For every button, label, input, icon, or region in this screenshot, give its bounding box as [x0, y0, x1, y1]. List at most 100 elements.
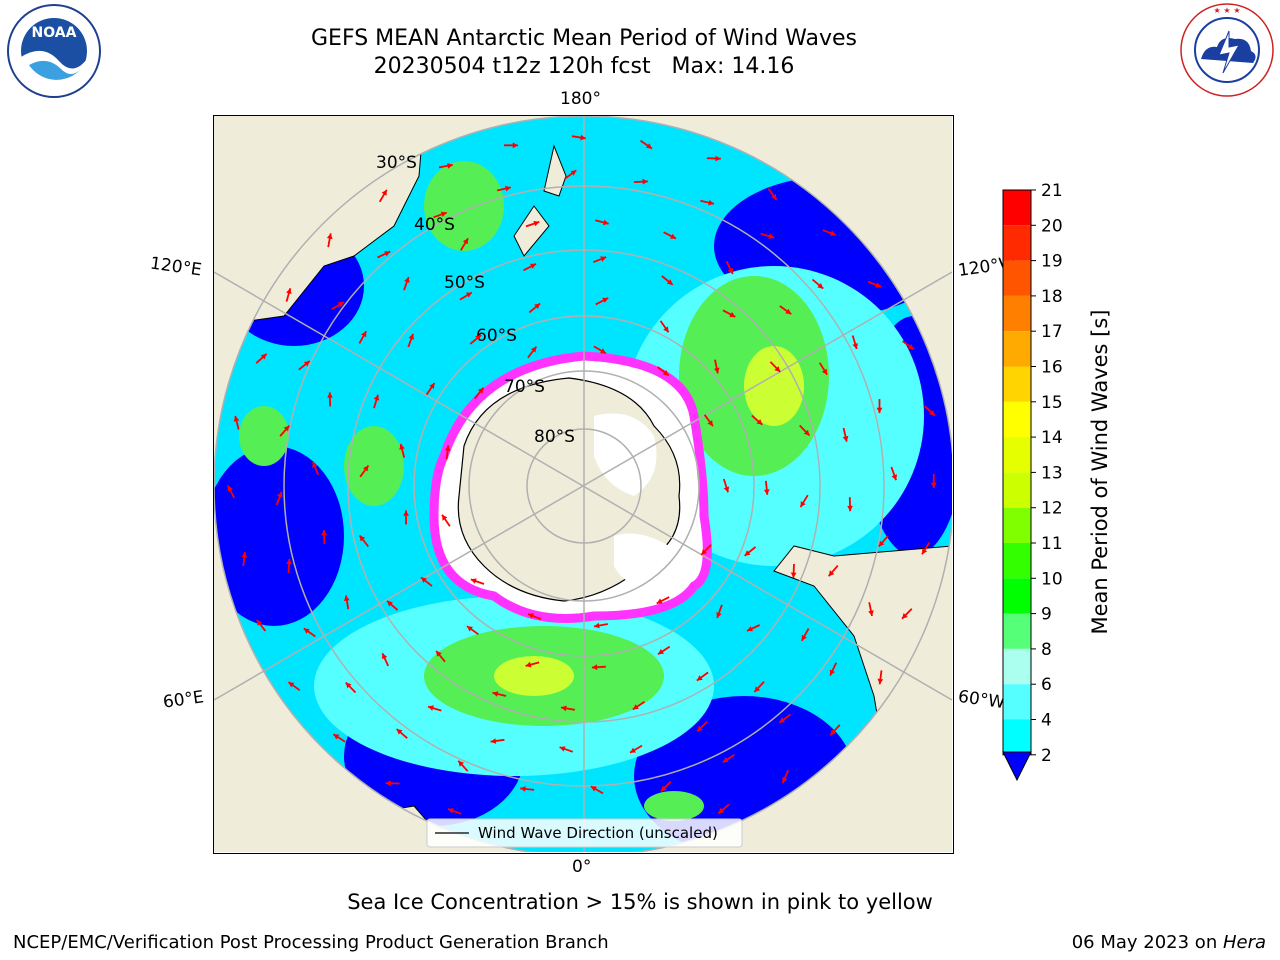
wave-arrow-head	[327, 392, 333, 398]
wave-arrow-head	[442, 514, 448, 521]
wave-arrow-head	[722, 757, 729, 763]
colorbar-tick-label: 4	[1041, 711, 1052, 731]
wave-arrow-head	[662, 370, 669, 376]
wave-arrow-head	[462, 238, 469, 245]
wave-arrow-head	[277, 491, 283, 498]
wave-arrow-head	[321, 530, 327, 536]
footer-date: 06 May 2023 on Hera	[1072, 932, 1266, 953]
colorbar-extend-arrow	[1002, 751, 1032, 782]
wave-arrow-head	[878, 540, 885, 547]
wave-arrow-head	[877, 678, 884, 685]
colorbar: 21 20 19 18 17 16 15 14 13 12 11 10 9 8 6 4 2 Mean Perio…	[1002, 181, 1112, 782]
wave-arrow-head	[875, 282, 882, 288]
wave-arrow-head	[256, 620, 263, 626]
svg-text:★ ★ ★: ★ ★ ★	[1213, 6, 1240, 15]
colorbar-cell	[1003, 613, 1031, 649]
wave-arrow-head	[373, 394, 380, 401]
low-period-region	[214, 446, 344, 626]
wave-arrow-head	[580, 134, 586, 141]
lon-label-0: 0°	[572, 857, 592, 877]
wave-arrow-head	[718, 807, 725, 814]
wave-arrow-head	[656, 598, 663, 604]
new-zealand-land	[513, 144, 567, 257]
wave-arrow-head	[646, 143, 652, 149]
colorbar-tick-label: 19	[1041, 252, 1063, 272]
wave-arrow-head	[467, 626, 473, 632]
wave-arrow-head	[852, 343, 858, 349]
wave-arrow-head	[534, 303, 541, 309]
wave-arrow-head	[387, 600, 393, 607]
wave-arrow-head	[660, 785, 667, 792]
weddell-ice-shelf	[614, 533, 684, 591]
lat-label-80s: 80°S	[534, 427, 575, 447]
wave-arrow-head	[345, 682, 352, 689]
colorbar-cell	[1003, 331, 1031, 367]
wave-arrow-head	[723, 486, 730, 493]
noaa-logo: NOAA	[7, 4, 101, 98]
colorbar-tick-label: 18	[1041, 287, 1063, 307]
wave-arrow-head	[528, 613, 534, 619]
wave-arrow-head	[286, 288, 292, 294]
wave-arrow-head	[774, 366, 781, 372]
wave-arrow-head	[658, 649, 664, 655]
wave-arrow-head	[505, 185, 511, 192]
wave-arrow-head	[600, 256, 607, 262]
wave-arrow-head	[829, 669, 835, 676]
wave-arrow-head	[768, 233, 775, 239]
wave-arrow-head	[666, 279, 673, 285]
wave-arrow-head	[590, 786, 597, 792]
wave-arrow-head	[428, 705, 434, 711]
chart-title: GEFS MEAN Antarctic Mean Period of Wind …	[311, 26, 857, 51]
wave-arrow-head	[337, 302, 344, 308]
wave-arrow-head	[312, 461, 318, 468]
wave-arrow-head	[381, 189, 387, 196]
colorbar-label: Mean Period of Wind Waves [s]	[1088, 310, 1112, 635]
wave-arrow-head	[922, 548, 928, 555]
wave-arrow-head	[771, 193, 777, 200]
colorbar-ticks: 21 20 19 18 17 16 15 14 13 12 11 10 9 8 6 4 2	[1031, 181, 1063, 766]
wave-arrow-head	[475, 335, 482, 341]
colorbar-cell	[1003, 719, 1031, 755]
high-period-region	[644, 791, 704, 821]
wave-arrow-head	[260, 353, 267, 360]
wave-arrow-head	[288, 682, 295, 688]
wave-arrow-head	[359, 535, 366, 542]
peak-period-region	[494, 656, 574, 696]
legend-label: Wind Wave Direction (unscaled)	[478, 824, 718, 842]
wave-arrow-head	[716, 612, 722, 618]
colorbar-tick-label: 9	[1041, 605, 1052, 625]
wave-arrow-head	[447, 163, 453, 169]
wave-arrow-head	[408, 333, 414, 340]
wave-arrow-head	[343, 595, 350, 602]
colorbar-tick-label: 14	[1041, 428, 1063, 448]
wave-arrow-head	[663, 326, 669, 333]
colorbar-cell	[1003, 366, 1031, 402]
colorbar-tick-label: 6	[1041, 675, 1052, 695]
lon-label-60e: 60°E	[161, 687, 206, 713]
lat-label-40s: 40°S	[414, 215, 455, 235]
colorbar-cell	[1003, 401, 1031, 438]
wave-arrow-head	[763, 489, 770, 495]
wave-arrow-head	[440, 211, 447, 217]
wave-arrow-head	[429, 383, 435, 389]
wave-arrow-head	[241, 552, 248, 558]
wave-arrow-head	[490, 738, 497, 744]
wave-arrow-head	[803, 429, 810, 436]
polar-map: 30°S 40°S 50°S 60°S 70°S 80°S Wind Wave …	[213, 115, 955, 857]
wave-arrow-head	[421, 577, 427, 583]
colorbar-tick-label: 20	[1041, 216, 1063, 236]
wave-arrow-head	[821, 368, 828, 375]
wave-arrow-head	[227, 485, 233, 492]
wave-arrow-head	[602, 219, 609, 226]
colorbar-cell	[1003, 507, 1031, 543]
noaa-logo-text: NOAA	[32, 25, 77, 41]
wave-arrow-head	[630, 747, 636, 753]
wave-arrow-head	[817, 283, 824, 289]
wave-arrow-head	[891, 474, 898, 481]
high-period-region	[424, 161, 504, 251]
wave-arrow-head	[828, 570, 835, 577]
colorbar-tick-label: 21	[1041, 181, 1063, 201]
colorbar-tick-label: 15	[1041, 393, 1063, 413]
wave-arrow-head	[303, 628, 310, 634]
wave-arrow-head	[729, 311, 736, 317]
